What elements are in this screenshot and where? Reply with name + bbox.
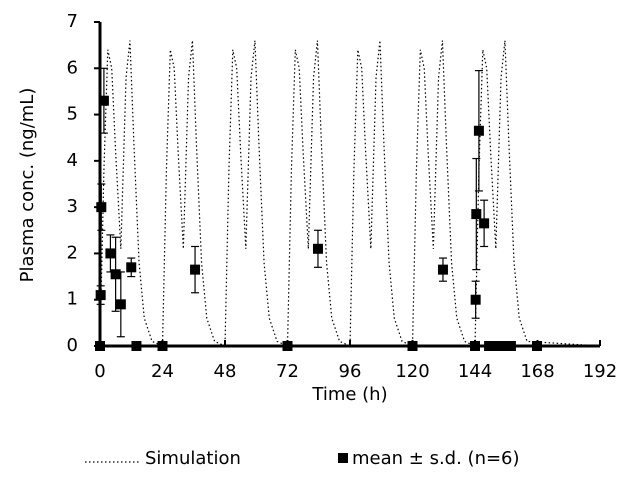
marker xyxy=(437,264,448,275)
x-tick-label: 192 xyxy=(583,361,617,382)
y-tick-label: 5 xyxy=(67,104,78,125)
marker xyxy=(496,341,507,351)
y-tick-label: 2 xyxy=(67,242,78,263)
marker xyxy=(484,341,495,351)
marker xyxy=(470,294,481,305)
marker xyxy=(98,95,109,106)
x-axis-title: Time (h) xyxy=(311,384,387,405)
y-tick-label: 6 xyxy=(67,57,78,78)
x-tick-label: 48 xyxy=(214,361,237,382)
marker xyxy=(505,341,516,351)
y-tick-label: 3 xyxy=(67,196,78,217)
marker xyxy=(471,209,482,220)
marker xyxy=(96,202,107,213)
legend-label: Simulation xyxy=(145,448,241,469)
marker xyxy=(126,262,137,273)
legend-label: mean ± s.d. (n=6) xyxy=(352,448,520,469)
marker xyxy=(157,341,168,351)
x-tick-label: 144 xyxy=(458,361,492,382)
marker xyxy=(470,341,480,351)
x-tick-label: 120 xyxy=(395,361,429,382)
x-tick-label: 168 xyxy=(520,361,554,382)
marker xyxy=(95,341,105,351)
x-tick-label: 0 xyxy=(94,361,105,382)
y-tick-label: 0 xyxy=(67,335,78,356)
y-tick-label: 7 xyxy=(67,11,78,32)
x-tick-label: 72 xyxy=(276,361,299,382)
marker xyxy=(490,341,501,351)
marker xyxy=(479,218,490,229)
marker xyxy=(115,299,126,310)
marker xyxy=(473,125,484,136)
x-tick-label: 24 xyxy=(151,361,174,382)
x-tick-label: 96 xyxy=(339,361,362,382)
marker xyxy=(190,264,201,275)
y-tick-label: 1 xyxy=(67,289,78,310)
marker xyxy=(105,248,116,259)
y-tick-label: 4 xyxy=(67,150,78,171)
marker xyxy=(531,341,542,351)
marker xyxy=(110,269,121,280)
legend-marker xyxy=(338,453,348,463)
marker xyxy=(95,290,106,301)
marker xyxy=(312,243,323,254)
y-axis-title: Plasma conc. (ng/mL) xyxy=(17,88,38,283)
marker xyxy=(407,341,418,351)
marker xyxy=(131,341,142,351)
simulation-line xyxy=(99,40,601,347)
marker xyxy=(282,341,293,351)
